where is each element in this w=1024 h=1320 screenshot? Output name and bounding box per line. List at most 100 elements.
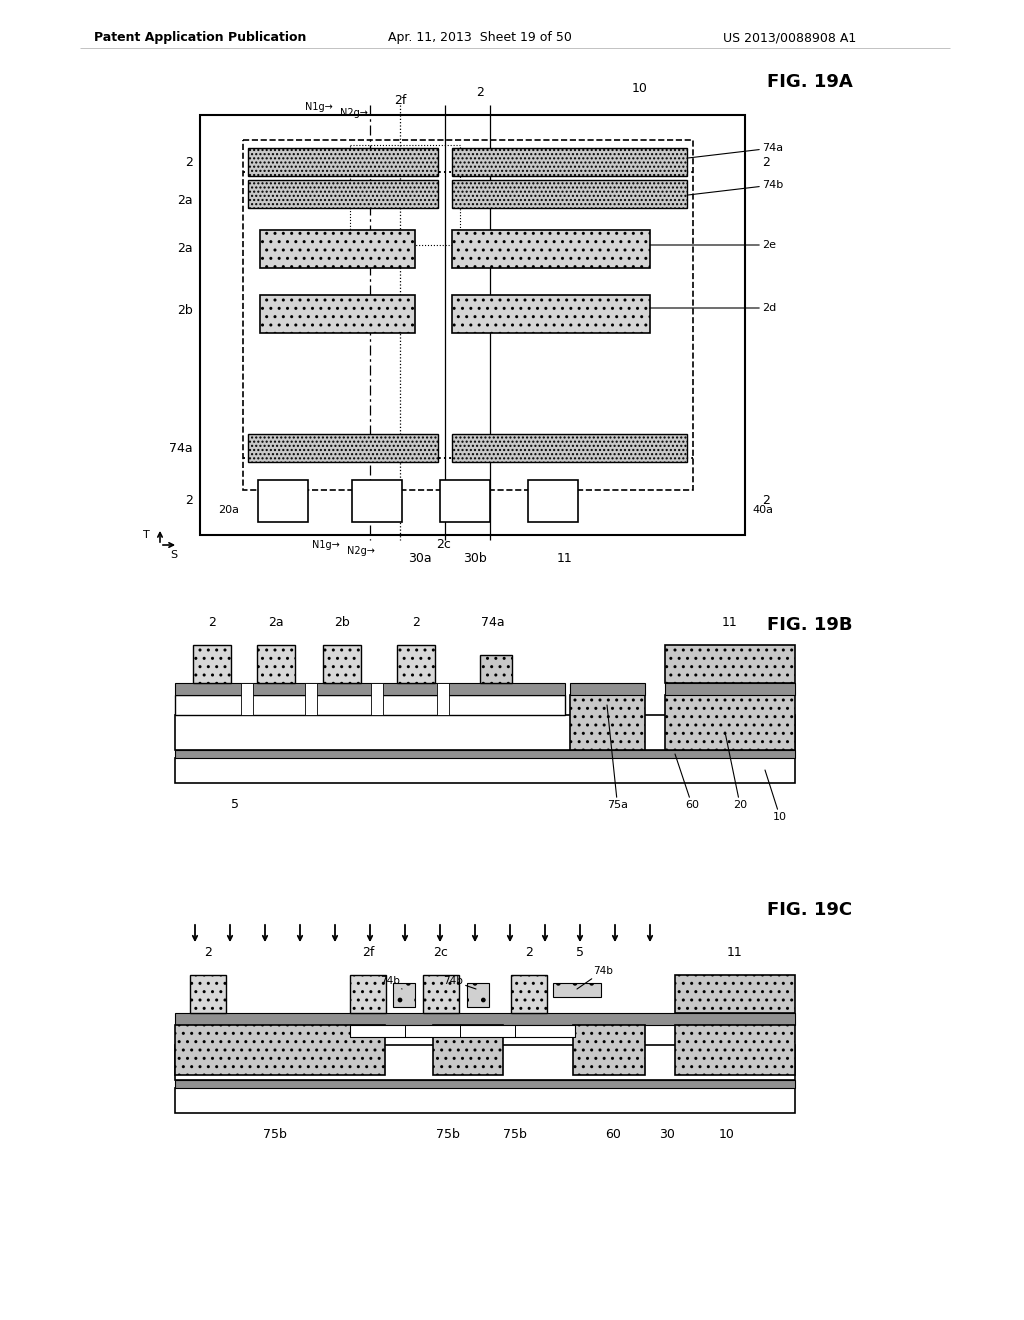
Text: 5: 5 (575, 946, 584, 960)
Bar (350, 1026, 575, 1038)
Text: 2: 2 (185, 494, 193, 507)
Bar (243, 140, 693, 490)
Text: 2c: 2c (433, 946, 449, 960)
Text: 60: 60 (605, 1129, 621, 1142)
Bar (675, 975, 795, 1012)
Text: 20a: 20a (218, 506, 239, 515)
Text: T: T (143, 531, 150, 540)
Bar (570, 696, 645, 750)
Bar (175, 1088, 795, 1113)
Bar (248, 148, 438, 176)
Bar (350, 145, 460, 246)
Text: 11: 11 (722, 616, 738, 630)
Bar (248, 434, 438, 462)
Text: N1g→: N1g→ (305, 102, 333, 112)
Text: 75b: 75b (503, 1129, 527, 1142)
Bar (323, 645, 361, 682)
Bar (440, 480, 490, 521)
Bar (665, 682, 795, 696)
Text: 2: 2 (762, 494, 770, 507)
Bar (200, 115, 745, 535)
Bar (528, 480, 578, 521)
Text: 74b: 74b (577, 966, 613, 989)
Text: 30a: 30a (409, 552, 432, 565)
Text: 2a: 2a (177, 242, 193, 255)
Bar (258, 480, 308, 521)
Bar (175, 758, 795, 783)
Bar (573, 1026, 645, 1074)
Text: S: S (170, 550, 177, 560)
Bar (305, 682, 317, 715)
Text: 74b: 74b (688, 180, 783, 195)
Bar (175, 715, 795, 750)
Text: 74a: 74a (169, 441, 193, 454)
Bar (352, 480, 402, 521)
Bar (570, 682, 645, 696)
Bar (553, 983, 601, 997)
Text: FIG. 19C: FIG. 19C (767, 902, 853, 919)
Bar (437, 682, 449, 715)
Bar (260, 294, 415, 333)
Bar (397, 645, 435, 682)
Text: 75b: 75b (436, 1129, 460, 1142)
Text: 60: 60 (675, 754, 699, 810)
Bar (480, 655, 512, 682)
Bar (452, 230, 650, 268)
Text: 2a: 2a (268, 616, 284, 630)
Bar (175, 1026, 385, 1074)
Text: 11: 11 (557, 552, 572, 565)
Text: 74a: 74a (481, 616, 505, 630)
Bar (257, 645, 295, 682)
Text: US 2013/0088908 A1: US 2013/0088908 A1 (723, 32, 857, 45)
Text: 2b: 2b (177, 304, 193, 317)
Bar (665, 696, 795, 750)
Text: 2: 2 (762, 156, 770, 169)
Bar (175, 682, 565, 696)
Text: 2f: 2f (394, 94, 407, 107)
Text: N2g→: N2g→ (347, 546, 375, 556)
Bar (175, 1080, 795, 1088)
Text: FIG. 19A: FIG. 19A (767, 73, 853, 91)
Text: 2a: 2a (177, 194, 193, 206)
Text: 2: 2 (208, 616, 216, 630)
Bar (175, 1045, 795, 1080)
Text: Patent Application Publication: Patent Application Publication (94, 32, 306, 45)
Text: 75b: 75b (263, 1129, 287, 1142)
Bar (260, 230, 415, 268)
Text: 2: 2 (412, 616, 420, 630)
Text: 2: 2 (204, 946, 212, 960)
Text: 74b: 74b (443, 975, 476, 989)
Bar (248, 180, 438, 209)
Bar (467, 983, 489, 1007)
Text: 30b: 30b (463, 552, 486, 565)
Text: 30: 30 (659, 1129, 675, 1142)
Text: 74b: 74b (380, 975, 402, 989)
Bar (393, 983, 415, 1007)
Text: 2: 2 (525, 946, 532, 960)
Text: FIG. 19B: FIG. 19B (767, 616, 853, 634)
Bar (350, 975, 386, 1012)
Bar (423, 975, 459, 1012)
Text: 2: 2 (476, 87, 484, 99)
Text: 5: 5 (231, 799, 239, 812)
Bar (452, 148, 687, 176)
Bar (371, 682, 383, 715)
Bar (452, 294, 650, 333)
Text: 10: 10 (632, 82, 648, 95)
Bar (452, 180, 687, 209)
Bar (675, 1026, 795, 1074)
Text: N1g→: N1g→ (312, 540, 340, 550)
Text: 10: 10 (765, 770, 787, 822)
Bar (175, 1012, 795, 1026)
Bar (175, 696, 565, 715)
Bar (190, 975, 226, 1012)
Bar (511, 975, 547, 1012)
Bar (175, 750, 795, 758)
Text: 2d: 2d (650, 304, 776, 313)
Text: 10: 10 (719, 1129, 735, 1142)
Text: 2c: 2c (436, 539, 452, 552)
Text: 20: 20 (725, 733, 748, 810)
Bar (665, 645, 795, 682)
Bar (452, 434, 687, 462)
Bar (241, 682, 253, 715)
